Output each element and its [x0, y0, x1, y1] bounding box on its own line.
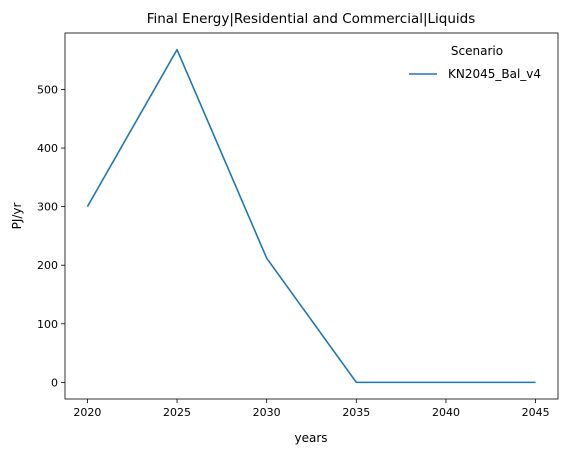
x-tick-label: 2040: [432, 406, 460, 419]
x-axis-label: years: [294, 431, 327, 445]
x-tick-label: 2045: [522, 406, 550, 419]
x-tick-label: 2025: [163, 406, 191, 419]
data-point: [356, 382, 358, 384]
x-axis: 2020 2025 2030 2035 2040 2045: [73, 399, 550, 419]
y-tick-label: 400: [37, 142, 58, 155]
plot-frame: [64, 32, 559, 400]
x-tick-label: 2030: [253, 406, 281, 419]
chart-title: Final Energy|Residential and Commercial|…: [147, 11, 476, 27]
data-point: [445, 382, 447, 384]
y-axis-label: PJ/yr: [10, 203, 24, 230]
data-point: [87, 206, 89, 208]
x-tick-label: 2020: [73, 406, 101, 419]
series-layer: [86, 48, 537, 384]
y-axis: 0 100 200 300 400 500: [37, 83, 65, 389]
x-tick-label: 2035: [342, 406, 370, 419]
legend-entry-label: KN2045_Bal_v4: [448, 67, 541, 81]
legend: Scenario KN2045_Bal_v4: [409, 44, 541, 81]
y-tick-label: 200: [37, 259, 58, 272]
data-point: [176, 49, 178, 51]
legend-entries: KN2045_Bal_v4: [409, 67, 541, 81]
y-tick-label: 300: [37, 201, 58, 214]
y-tick-label: 0: [51, 376, 58, 389]
series-line: [86, 48, 536, 384]
data-point: [535, 382, 537, 384]
legend-title: Scenario: [451, 44, 503, 58]
plot-area: [64, 32, 559, 400]
y-tick-label: 500: [37, 83, 58, 96]
y-tick-label: 100: [37, 318, 58, 331]
data-point: [266, 257, 268, 259]
